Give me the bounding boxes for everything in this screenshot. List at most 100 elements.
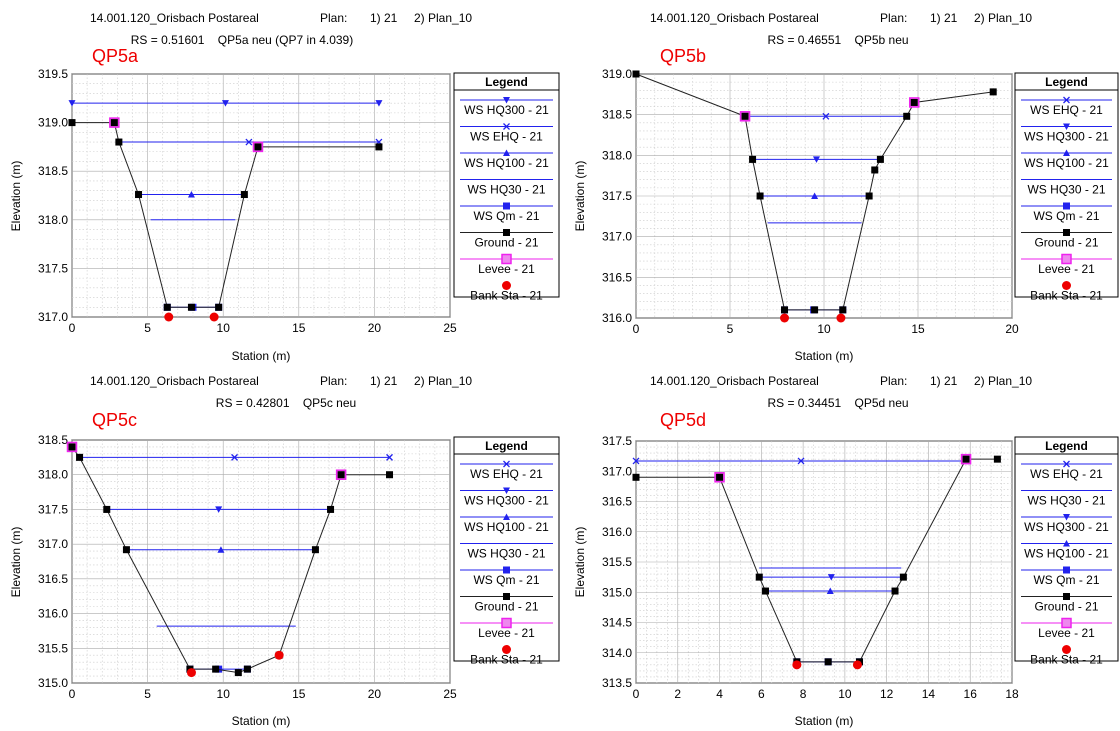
x-tick-label: 5 (727, 322, 734, 336)
x-axis-label: Station (m) (232, 349, 291, 363)
y-axis-label: Elevation (m) (573, 527, 587, 598)
ground-point (215, 303, 223, 311)
levee-ground-point (910, 98, 918, 106)
legend-label: WS EHQ - 21 (1030, 103, 1103, 117)
ground-point (839, 306, 847, 314)
legend-marker (1062, 281, 1071, 290)
plan-2: 2) Plan_10 (414, 11, 472, 25)
legend-label: Levee - 21 (1038, 262, 1095, 276)
plan-label: Plan: (880, 11, 907, 25)
ground-point (386, 471, 394, 479)
water-surface-marker (217, 546, 225, 553)
ground-point (115, 138, 123, 146)
bank-station-marker (164, 312, 174, 322)
plan-2: 2) Plan_10 (414, 374, 472, 388)
ground-point (824, 658, 832, 666)
legend-label: WS HQ30 - 21 (1027, 494, 1105, 508)
legend-marker (1061, 617, 1072, 629)
x-tick-label: 15 (911, 322, 925, 336)
legend-marker (503, 487, 510, 494)
ground-point (103, 505, 111, 513)
ground-point (755, 573, 763, 581)
levee-ground-point (741, 112, 749, 120)
plan-label: Plan: (320, 11, 347, 25)
x-tick-label: 25 (443, 687, 457, 701)
y-tick-label: 319.0 (38, 116, 68, 130)
ground-point (327, 505, 335, 513)
y-tick-label: 317.0 (602, 230, 632, 244)
x-tick-label: 0 (69, 687, 76, 701)
ground-point (68, 119, 76, 127)
x-tick-label: 8 (800, 687, 807, 701)
water-surface-marker (245, 138, 253, 146)
section-title: QP5b (660, 46, 706, 66)
levee-ground-point (962, 455, 970, 463)
ground-point (212, 665, 220, 673)
ground-point (632, 70, 640, 78)
legend-label: Ground - 21 (1034, 600, 1098, 614)
legend-label: Bank Sta - 21 (1030, 653, 1103, 667)
ground-point (903, 112, 911, 120)
legend-label: WS HQ300 - 21 (464, 103, 549, 117)
x-tick-label: 0 (633, 687, 640, 701)
gridlines (635, 440, 1013, 684)
legend-label: Levee - 21 (478, 626, 535, 640)
project-title: 14.001.120_Orisbach Postareal (90, 11, 259, 25)
rs-line: RS = 0.46551 QP5b neu (767, 33, 908, 47)
legend-label: Bank Sta - 21 (470, 653, 543, 667)
y-axis-label: Elevation (m) (9, 161, 23, 232)
ground-point (993, 455, 1001, 463)
y-tick-label: 315.0 (602, 585, 632, 599)
ground-point (899, 573, 907, 581)
x-tick-label: 20 (368, 321, 382, 335)
x-ticks: 0 5 10 15 20 (633, 322, 1019, 336)
ground-point (122, 546, 130, 554)
x-tick-label: 15 (292, 321, 306, 335)
legend-items: WS HQ300 - 21 WS EHQ - 21 WS HQ100 - 21 WS … (460, 97, 553, 303)
ground-point (989, 88, 997, 96)
y-ticks: 317.0 317.5 318.0 318.5 319.0 319.5 (38, 67, 68, 324)
legend-marker (1063, 460, 1070, 468)
chart-marks (68, 100, 383, 322)
legend-label: WS HQ30 - 21 (1027, 183, 1105, 197)
x-tick-label: 5 (144, 687, 151, 701)
y-tick-label: 316.0 (602, 311, 632, 325)
legend-marker (1063, 96, 1070, 104)
ground-point (749, 155, 757, 163)
plot-area (71, 439, 451, 684)
ground-point (375, 143, 383, 151)
project-title: 14.001.120_Orisbach Postareal (650, 374, 819, 388)
project-title: 14.001.120_Orisbach Postareal (90, 374, 259, 388)
chart-panel-qp5a: 14.001.120_Orisbach Postareal Plan: 1) 2… (9, 11, 560, 363)
bank-station-marker (792, 660, 802, 670)
legend-marker (1063, 566, 1070, 574)
ground-point (187, 303, 195, 311)
legend-marker (1063, 593, 1070, 600)
y-tick-label: 316.5 (602, 270, 632, 284)
legend-label: Levee - 21 (478, 262, 535, 276)
bank-station-marker (836, 313, 846, 323)
legend-items: WS EHQ - 21 WS HQ300 - 21 WS HQ100 - 21 WS … (460, 460, 553, 667)
bank-station-marker (780, 313, 790, 323)
y-tick-label: 319.5 (38, 67, 68, 81)
legend-title: Legend (1045, 75, 1088, 89)
legend-label: Levee - 21 (1038, 626, 1095, 640)
legend-marker (503, 123, 510, 130)
y-ticks: 313.5 314.0 314.5 315.0 315.5 316.0 316.5 317.0… (602, 434, 632, 690)
legend-marker (503, 149, 510, 156)
bank-station-marker (186, 668, 196, 678)
water-surface-marker (812, 156, 820, 163)
water-surface-marker (221, 100, 229, 107)
levee-ground-point (68, 443, 76, 451)
legend: Legend WS HQ300 - 21 WS EHQ - 21 WS HQ100 … (453, 72, 560, 303)
ground-point (163, 303, 171, 311)
legend: Legend WS EHQ - 21 WS HQ30 - 21 WS HQ300 -… (1014, 436, 1119, 667)
legend-items: WS EHQ - 21 WS HQ30 - 21 WS HQ300 - 21 WS H… (1021, 460, 1112, 667)
chart-panel-qp5b: 14.001.120_Orisbach Postareal Plan: 1) 2… (573, 11, 1119, 363)
x-tick-label: 6 (758, 687, 765, 701)
ground-point (876, 155, 884, 163)
y-tick-label: 319.0 (602, 67, 632, 81)
x-tick-label: 10 (817, 322, 831, 336)
levee-ground-point (254, 143, 262, 151)
legend-marker (1061, 253, 1072, 265)
